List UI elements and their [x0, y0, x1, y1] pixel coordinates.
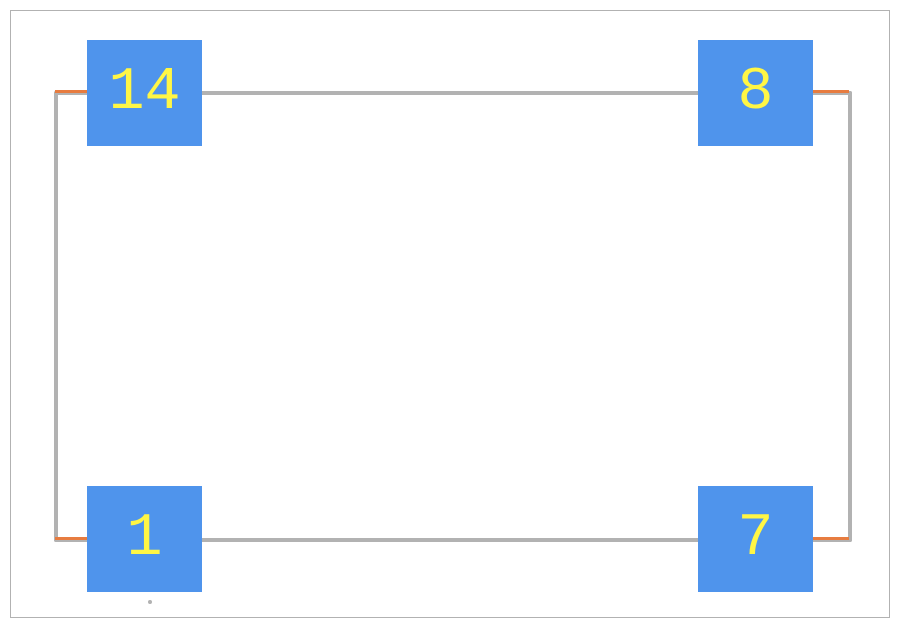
pad-1-label: 1 [126, 509, 162, 569]
pad-7: 7 [698, 486, 813, 592]
pin-stub [55, 90, 87, 93]
pad-14: 14 [87, 40, 202, 146]
connector-right [848, 91, 852, 542]
pin-stub [55, 537, 87, 540]
pad-1: 1 [87, 486, 202, 592]
pin-stub [813, 537, 849, 540]
pad-8: 8 [698, 40, 813, 146]
pad-14-label: 14 [108, 63, 180, 123]
pad-7-label: 7 [737, 509, 773, 569]
connector-left [54, 91, 58, 542]
pin-stub [813, 90, 849, 93]
pad-8-label: 8 [737, 63, 773, 123]
pin1-marker-dot [148, 600, 152, 604]
